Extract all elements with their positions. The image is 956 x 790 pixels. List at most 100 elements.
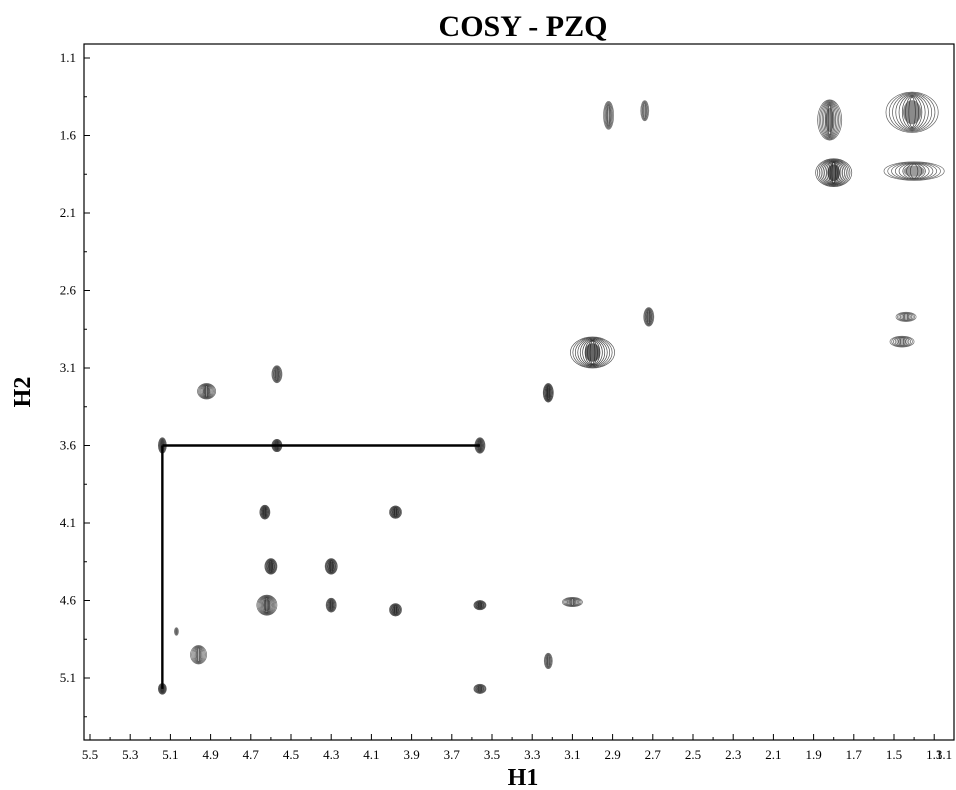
peak-3 (640, 100, 650, 122)
peak-contour (325, 597, 337, 613)
peak-contour (895, 311, 917, 322)
x-tick-label: 1.1 (936, 747, 952, 762)
y-tick-label: 1.6 (60, 128, 77, 143)
peak-11 (197, 383, 216, 400)
y-tick-label: 5.1 (60, 670, 76, 685)
peak-contour (604, 102, 613, 129)
peak-contour (577, 338, 608, 367)
x-tick-label: 2.1 (765, 747, 781, 762)
peak-contour (389, 603, 402, 617)
peak-contour (194, 646, 203, 663)
peak-4 (815, 158, 853, 187)
y-tick-label: 4.6 (60, 593, 77, 608)
peak-contour (640, 100, 650, 122)
peak-19 (324, 558, 338, 575)
x-ticks-layer: 5.5 5.3 5.1 4.9 4.7 4.5 4.3 4.1 3.9 3.7 3.5 3.3 3.1 2… (82, 734, 952, 762)
peak-23 (473, 600, 487, 611)
peak-contour (197, 647, 201, 663)
peak-contour (831, 162, 836, 184)
peak-contour (817, 99, 843, 141)
peak-contour (256, 594, 278, 616)
x-tick-label: 5.3 (122, 747, 138, 762)
peak-9 (570, 336, 615, 369)
peak-contour (473, 600, 487, 611)
x-tick-label: 2.5 (685, 747, 701, 762)
y-tick-label: 4.1 (60, 515, 76, 530)
peak-contour (817, 158, 851, 187)
peak-contour (587, 340, 598, 365)
x-tick-label: 2.3 (725, 747, 741, 762)
peak-contour (473, 683, 487, 694)
x-tick-label: 5.1 (162, 747, 178, 762)
peak-core (897, 338, 907, 345)
peak-contour (827, 104, 832, 136)
peak-0 (817, 99, 843, 141)
peak-7 (895, 311, 917, 322)
peak-24 (562, 597, 583, 608)
y-tick-label: 2.6 (60, 283, 77, 298)
peak-contour (820, 101, 840, 139)
peak-contour (823, 102, 837, 138)
peak-contour (883, 161, 945, 181)
peak-contour (642, 101, 648, 120)
peak-contour (898, 94, 926, 130)
x-tick-label: 1.9 (805, 747, 821, 762)
peak-29 (473, 683, 487, 694)
peak-core (825, 107, 834, 133)
peak-contour (901, 95, 923, 129)
peak-contour (820, 159, 847, 186)
peak-22 (389, 603, 402, 617)
y-tick-label: 3.6 (60, 438, 77, 453)
y-tick-label: 2.1 (60, 205, 76, 220)
peak-contour (606, 103, 611, 127)
peak-contour (570, 336, 615, 369)
peak-contour (195, 647, 202, 663)
x-tick-label: 3.1 (564, 747, 580, 762)
x-tick-label: 4.3 (323, 747, 339, 762)
x-tick-label: 1.3 (926, 747, 942, 762)
x-axis-label: H1 (508, 765, 539, 790)
peak-contour (607, 104, 610, 127)
x-tick-label: 1.7 (846, 747, 863, 762)
peak-contour (826, 104, 834, 136)
peak-contour (264, 558, 278, 575)
peak-8 (889, 335, 915, 348)
peak-contour (821, 101, 838, 139)
peak-contour (641, 100, 649, 121)
peak-contour (604, 101, 614, 129)
peak-27 (174, 627, 179, 636)
peak-2 (603, 101, 614, 130)
peak-25 (543, 652, 553, 670)
peak-contour (643, 307, 655, 327)
peak-contour (888, 92, 936, 132)
peak-core (203, 386, 210, 396)
peak-contour (574, 337, 611, 368)
peak-contour (908, 97, 916, 128)
peak-contour (815, 158, 853, 187)
peak-contour (818, 100, 841, 140)
peak-contour (572, 337, 613, 368)
peak-contour (892, 93, 933, 132)
plot-frame (83, 43, 955, 741)
peak-contour (197, 383, 216, 400)
peak-12 (271, 365, 283, 384)
peak-contour (190, 645, 207, 665)
peak-contour (259, 504, 271, 520)
peak-contour (582, 339, 603, 366)
peak-contour (905, 96, 919, 129)
peak-contour (889, 335, 915, 348)
peak-core (902, 100, 922, 125)
peak-contour (271, 365, 283, 384)
x-tick-label: 3.9 (403, 747, 419, 762)
peak-contour (192, 645, 205, 664)
peak-contour (885, 91, 939, 133)
peak-contour (603, 101, 614, 130)
peak-contour (584, 339, 601, 366)
annotation-layer (161, 444, 480, 689)
peak-contour (829, 161, 838, 184)
peak-contour (822, 160, 845, 186)
peak-21 (325, 597, 337, 613)
x-tick-label: 4.5 (283, 747, 299, 762)
x-tick-label: 4.7 (243, 747, 260, 762)
